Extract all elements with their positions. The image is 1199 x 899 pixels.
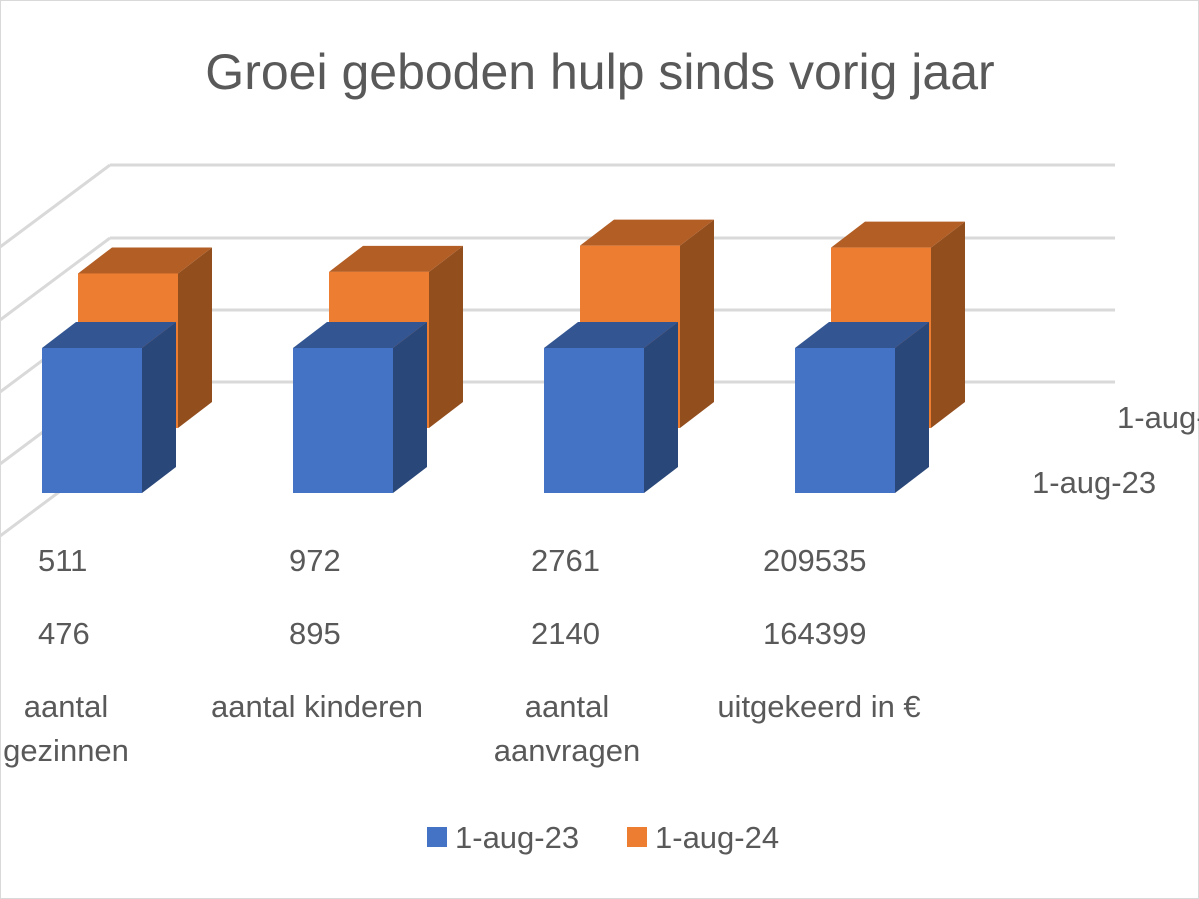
bar-side [895, 322, 929, 493]
bar [293, 348, 393, 493]
bar [42, 348, 142, 493]
bar-top [293, 322, 427, 348]
bar-side [393, 322, 427, 493]
table-value: 209535 [763, 543, 866, 578]
bar-top [42, 322, 176, 348]
table-row-label: 1-aug-23 [1032, 465, 1156, 500]
category-label: uitgekeerd in € [717, 689, 920, 724]
bar [544, 348, 644, 493]
category-label: aanvragen [494, 733, 641, 768]
bar-side [931, 221, 965, 428]
category-label: gezinnen [3, 733, 129, 768]
bar-top [329, 245, 463, 272]
data-table: 511 972 2761 209535 476 895 2140 164399 1-aug-24… [3, 400, 1199, 768]
bar-side [429, 245, 463, 428]
table-value: 164399 [763, 616, 866, 651]
gridline-side [0, 236, 111, 322]
bar-top [580, 219, 714, 246]
bar-top [78, 247, 212, 274]
category-label: aantal [24, 689, 108, 724]
bar-side [142, 322, 176, 493]
chart-title: Groei geboden hulp sinds vorig jaar [205, 44, 994, 100]
series-front [42, 322, 929, 493]
legend-label: 1-aug-24 [655, 820, 779, 855]
category-label: aantal kinderen [211, 689, 423, 724]
table-value: 972 [289, 543, 341, 578]
bar-top [795, 322, 929, 348]
bar-side [680, 219, 714, 428]
bar-top [831, 221, 965, 248]
bar [795, 348, 895, 493]
table-value: 476 [38, 616, 90, 651]
table-value: 2761 [531, 543, 600, 578]
category-label: aantal [525, 689, 609, 724]
gridline-side [0, 163, 111, 249]
table-value: 511 [38, 543, 87, 578]
bar-side [644, 322, 678, 493]
legend-label: 1-aug-23 [455, 820, 579, 855]
table-row-label: 1-aug-24 [1117, 400, 1199, 435]
legend: 1-aug-23 1-aug-24 [427, 820, 779, 855]
legend-swatch [427, 827, 447, 847]
table-value: 2140 [531, 616, 600, 651]
legend-swatch [627, 827, 647, 847]
bar-top [544, 322, 678, 348]
table-value: 895 [289, 616, 341, 651]
bar-side [178, 247, 212, 428]
